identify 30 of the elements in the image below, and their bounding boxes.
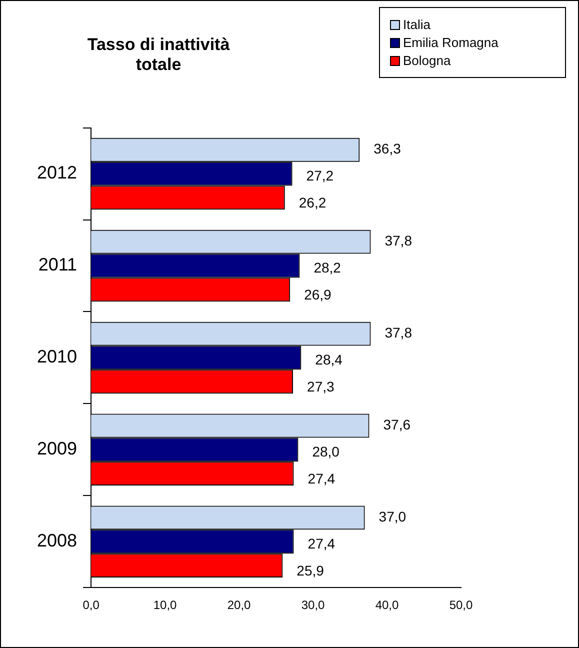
data-label: 28,0 <box>312 444 340 460</box>
data-label: 28,2 <box>314 260 342 276</box>
data-label: 27,3 <box>307 378 334 394</box>
x-tick-label: 10,0 <box>153 598 178 612</box>
y-tick-label: 2012 <box>36 162 78 183</box>
x-tick-label: 50,0 <box>449 598 473 612</box>
x-tick-label: 30,0 <box>301 598 326 612</box>
y-tick-label: 2010 <box>36 346 78 367</box>
data-label: 27,2 <box>306 168 334 184</box>
x-tick-label: 40,0 <box>375 598 400 612</box>
x-tick-label: 20,0 <box>227 598 252 612</box>
y-tick-label: 2011 <box>38 254 78 275</box>
data-label: 28,4 <box>315 352 343 368</box>
data-label: 26,2 <box>298 194 326 211</box>
y-tick-label: 2009 <box>36 438 78 459</box>
legend-label: Italia <box>403 17 430 32</box>
legend-label: Bologna <box>403 53 451 68</box>
data-label: 27,4 <box>308 535 336 552</box>
data-label: 25,9 <box>296 562 324 578</box>
legend-label: Emilia Romagna <box>403 35 498 50</box>
data-label: 37,8 <box>384 232 412 249</box>
data-label: 37,6 <box>383 416 411 433</box>
y-tick-label: 2008 <box>36 530 78 551</box>
data-label: 37,8 <box>384 324 412 341</box>
data-label: 36,3 <box>374 140 402 157</box>
data-label: 27,4 <box>308 470 336 486</box>
chart-title: Tasso di inattività totale <box>86 35 231 75</box>
data-label: 26,9 <box>304 286 332 303</box>
data-label: 37,0 <box>378 508 406 525</box>
x-tick-label: 0,0 <box>82 598 100 612</box>
